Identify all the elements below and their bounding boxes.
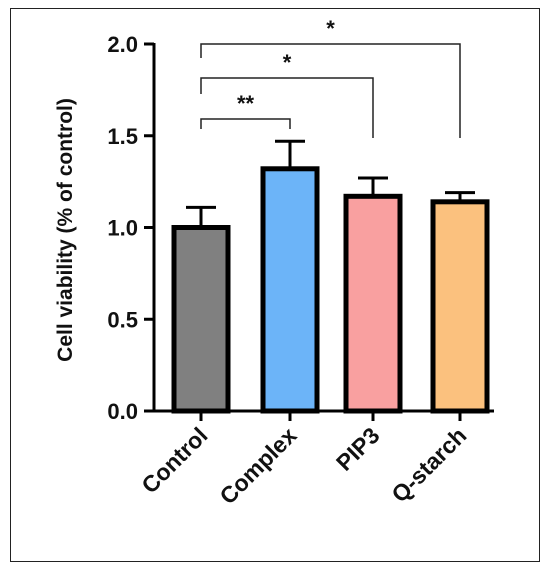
- x-tick-label: Complex: [214, 422, 301, 509]
- y-tick-label: 0.0: [107, 399, 138, 424]
- significance-label: **: [237, 91, 255, 116]
- y-tick-label: 0.5: [107, 307, 138, 332]
- y-tick-label: 2.0: [107, 32, 138, 57]
- significance-bracket: [200, 118, 291, 129]
- bar-pip3: [343, 193, 403, 414]
- y-tick-label: 1.0: [107, 216, 138, 241]
- x-tick-label: PIP3: [331, 422, 385, 476]
- bar-q-starch: [430, 199, 490, 414]
- y-axis-label: Cell viability (% of control): [54, 98, 77, 362]
- x-tick-label: Q-starch: [386, 422, 471, 507]
- chart-bars: [171, 139, 490, 414]
- significance-brackets: ****: [200, 16, 461, 138]
- bar-control: [171, 225, 231, 414]
- bar-complex: [260, 166, 320, 414]
- y-tick-label: 1.5: [107, 124, 138, 149]
- significance-bracket: [200, 43, 461, 138]
- significance-label: *: [326, 16, 335, 41]
- x-tick-label: Control: [136, 422, 212, 498]
- significance-bracket: [200, 77, 374, 138]
- significance-label: *: [283, 50, 292, 75]
